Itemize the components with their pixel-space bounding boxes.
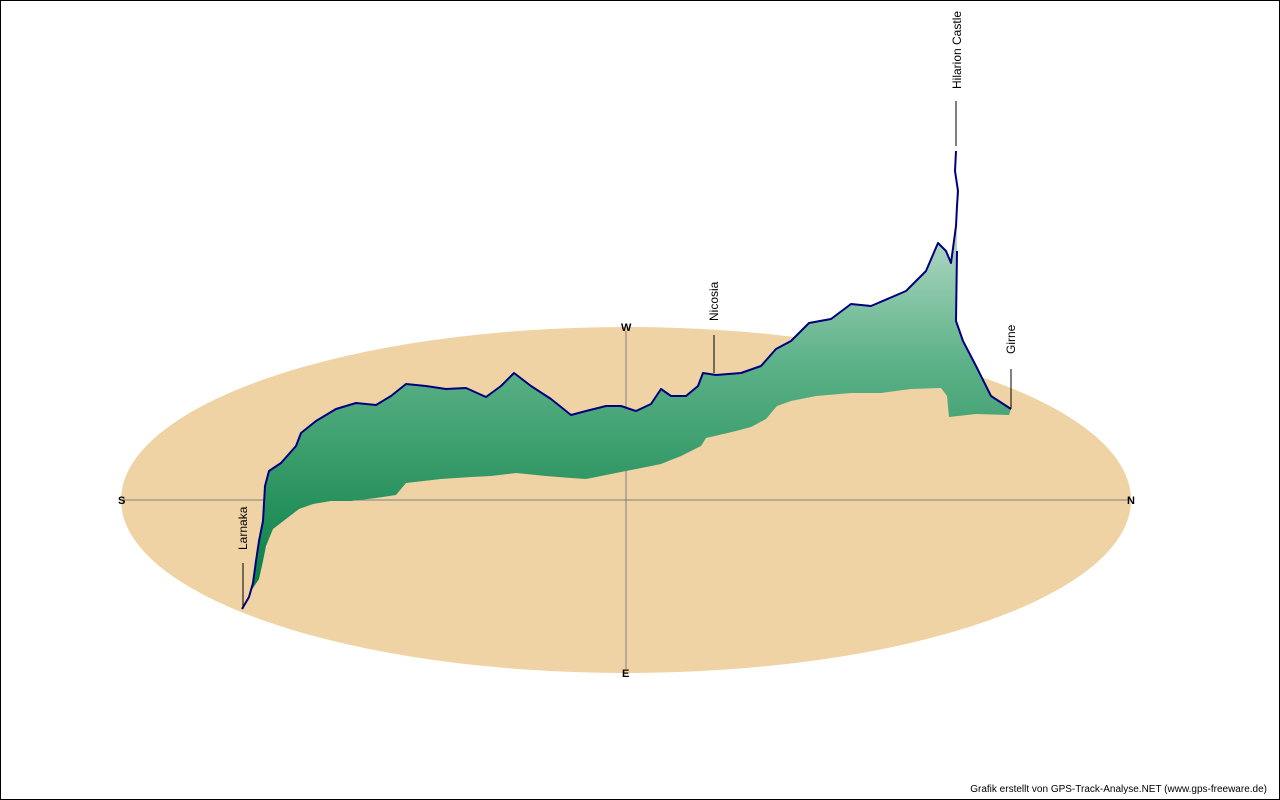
hilarion-castle-label: Hilarion Castle <box>950 11 964 89</box>
nicosia-label: Nicosia <box>707 281 721 321</box>
elevation-wall <box>242 151 1011 609</box>
compass-west: W <box>621 322 632 334</box>
track-line <box>241 150 1012 610</box>
compass-north: N <box>1127 495 1135 507</box>
credit-text: Grafik erstellt von GPS-Track-Analyse.NE… <box>970 784 1267 795</box>
girne-label: Girne <box>1004 324 1018 354</box>
larnaka-label: Larnaka <box>236 506 250 550</box>
compass-east: E <box>622 668 629 680</box>
compass-south: S <box>118 495 125 507</box>
